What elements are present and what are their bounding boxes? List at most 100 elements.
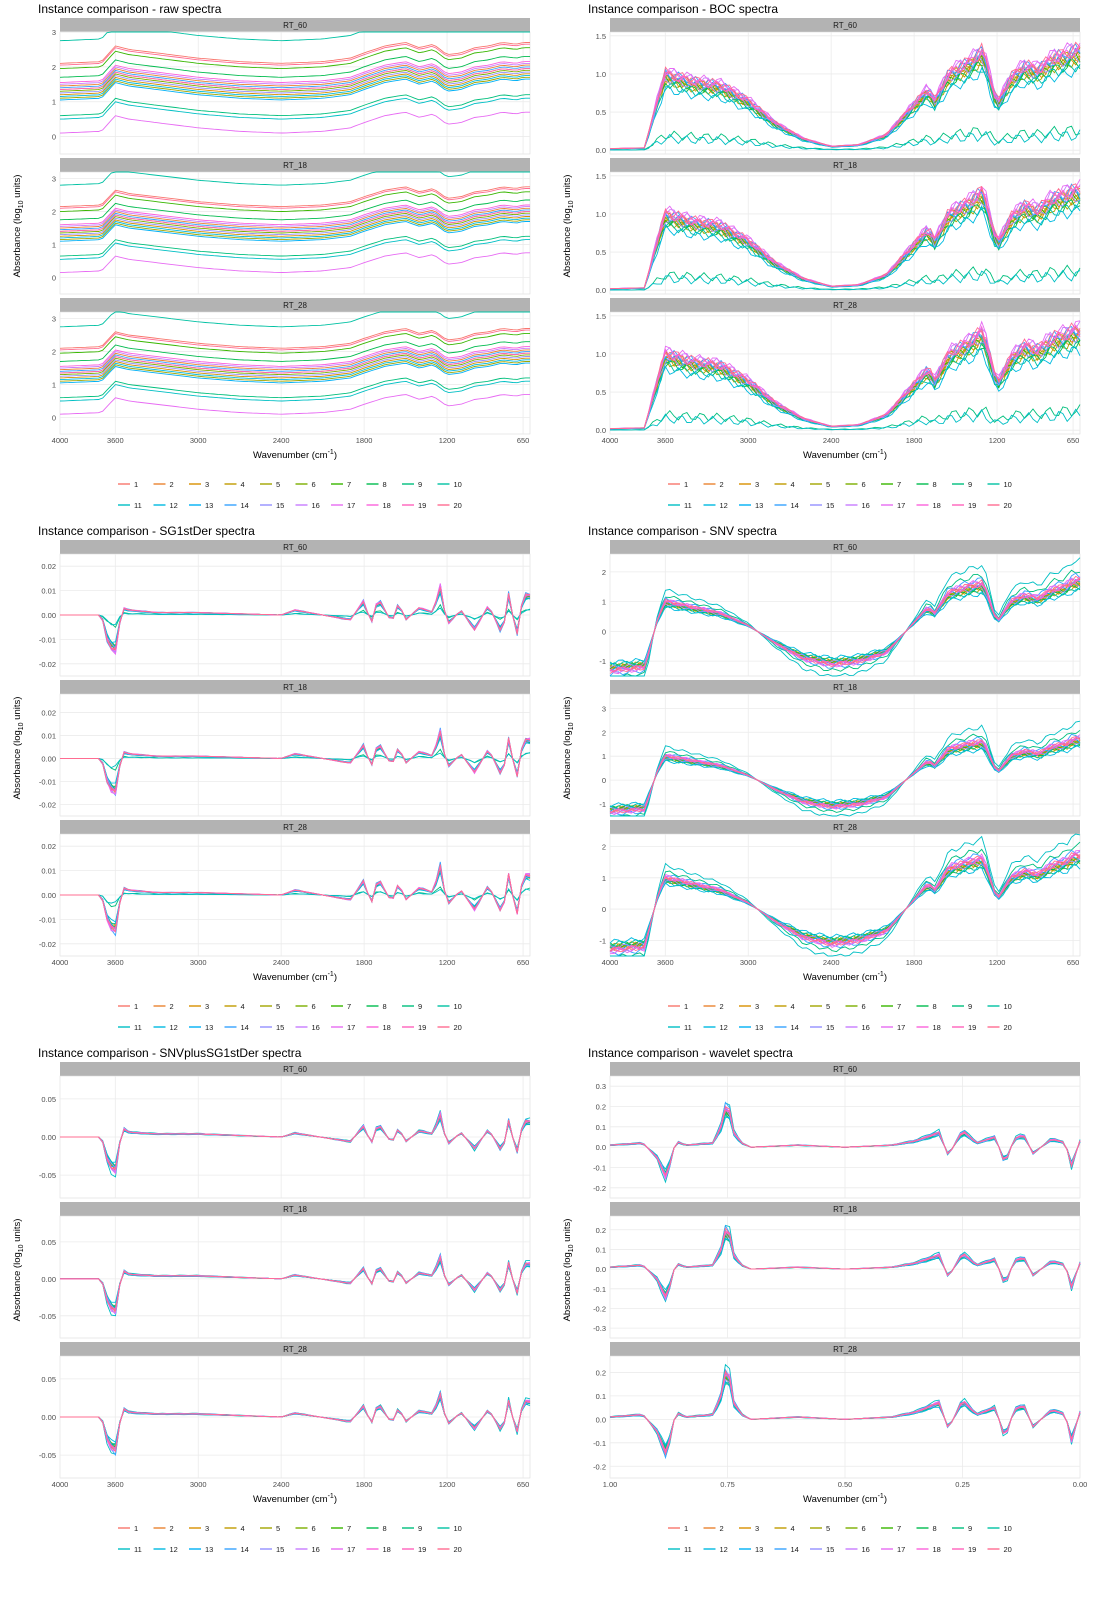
- legend-item-1: 1: [118, 1524, 138, 1533]
- legend-item-2: 2: [153, 480, 174, 489]
- legend-label: 13: [755, 501, 763, 510]
- legend-item-1: 1: [668, 480, 688, 489]
- y-tick-label: 0.3: [596, 1082, 606, 1091]
- legend-item-18: 18: [366, 1545, 391, 1554]
- legend-item-16: 16: [295, 501, 320, 510]
- legend-item-19: 19: [402, 1023, 426, 1032]
- chart-title: Instance comparison - SG1stDer spectra: [38, 524, 255, 538]
- legend-label: 13: [755, 1023, 763, 1032]
- x-tick-label: 650: [1067, 436, 1080, 445]
- legend-item-13: 13: [739, 1023, 763, 1032]
- legend-label: 3: [755, 480, 759, 489]
- x-tick-label: 3600: [107, 958, 124, 967]
- legend-item-11: 11: [118, 1545, 142, 1554]
- legend-item-7: 7: [331, 480, 351, 489]
- legend-item-20: 20: [437, 501, 462, 510]
- y-tick-label: 0.00: [41, 754, 56, 763]
- facet-RT_28: RT_28 0 1 2 3: [52, 298, 531, 435]
- legend-label: 9: [968, 1002, 972, 1011]
- legend-item-3: 3: [739, 1524, 759, 1533]
- series-line-2: [59, 349, 530, 371]
- x-tick-label: 2400: [273, 436, 290, 445]
- legend-item-12: 12: [153, 1545, 178, 1554]
- series-line-8: [59, 341, 530, 362]
- legend-item-8: 8: [916, 1524, 937, 1533]
- series-line-2: [59, 207, 530, 229]
- legend-label: 4: [791, 1002, 795, 1011]
- y-axis-label: Absorbance (log10 units): [12, 1219, 25, 1322]
- series-line-20: [609, 852, 1081, 953]
- series-line-18: [59, 61, 530, 83]
- legend-label: 18: [383, 501, 391, 510]
- legend-label: 16: [862, 1023, 870, 1032]
- x-tick-label: 1800: [906, 436, 923, 445]
- series-line-9: [59, 377, 530, 399]
- legend-item-1: 1: [668, 1524, 688, 1533]
- legend-label: 7: [347, 1524, 351, 1533]
- x-tick-label: 3000: [190, 436, 207, 445]
- series-line-20: [60, 1113, 531, 1170]
- facet-RT_18: RT_18 -0.05 0.00 0.05: [39, 1202, 531, 1339]
- y-tick-label: 1: [602, 752, 606, 761]
- series-line-11: [609, 129, 1081, 151]
- x-axis-label: Wavenumber (cm-1): [253, 449, 337, 461]
- y-tick-label: -0.2: [593, 1304, 606, 1313]
- series-line-20: [60, 864, 531, 933]
- x-tick-label: 0.75: [720, 1480, 735, 1489]
- legend-label: 14: [791, 1023, 799, 1032]
- y-tick-label: 0.01: [41, 867, 56, 876]
- legend-item-7: 7: [331, 1524, 351, 1533]
- legend-item-5: 5: [260, 480, 280, 489]
- legend-item-2: 2: [153, 1002, 174, 1011]
- legend-item-2: 2: [703, 480, 724, 489]
- facet-RT_28: RT_28 -0.05 0.00 0.05: [39, 1342, 531, 1479]
- series-line-11: [59, 97, 530, 120]
- legend-item-1: 1: [668, 1002, 688, 1011]
- y-tick-label: 1: [52, 241, 56, 250]
- series-line-12: [60, 736, 531, 784]
- y-tick-label: 0.2: [596, 1368, 606, 1377]
- legend-item-6: 6: [295, 1524, 316, 1533]
- y-tick-label: 0: [602, 905, 606, 914]
- series-line-12: [609, 863, 1081, 944]
- y-tick-label: -0.01: [39, 915, 56, 924]
- legend-label: 10: [1004, 1524, 1012, 1533]
- series-line-6: [59, 354, 530, 376]
- x-axis: 4000 3600 3000 2400 1800 1200 650: [52, 436, 530, 445]
- facet-label: RT_60: [833, 21, 857, 30]
- legend-label: 10: [454, 1524, 462, 1533]
- x-axis-label: Wavenumber (cm-1): [803, 1493, 887, 1505]
- series-line-17: [609, 179, 1081, 290]
- y-tick-label: -0.2: [593, 1184, 606, 1193]
- facet-RT_28: RT_28 -1 0 1 2: [599, 820, 1081, 957]
- legend-label: 13: [755, 1545, 763, 1554]
- legend-label: 17: [347, 1545, 355, 1554]
- legend-label: 3: [205, 1524, 209, 1533]
- facet-strip: [610, 298, 1080, 312]
- series-line-9: [610, 841, 1081, 957]
- y-tick-label: 2: [602, 843, 606, 852]
- x-tick-label: 3000: [740, 958, 757, 967]
- legend-label: 2: [170, 480, 174, 489]
- y-tick-label: 0: [52, 133, 56, 142]
- legend-label: 1: [684, 1002, 688, 1011]
- series-line-11: [610, 269, 1081, 291]
- series-line-20: [59, 43, 530, 66]
- y-tick-label: 0.00: [41, 1275, 56, 1284]
- y-tick-label: 0.1: [596, 1245, 606, 1254]
- legend-item-10: 10: [437, 1524, 462, 1533]
- y-tick-label: 0.00: [41, 1413, 56, 1422]
- legend-label: 4: [241, 1524, 245, 1533]
- legend-item-11: 11: [118, 501, 142, 510]
- series-line-6: [59, 212, 530, 234]
- legend-item-8: 8: [366, 1524, 387, 1533]
- y-tick-label: 3: [52, 28, 56, 37]
- facet-label: RT_60: [283, 21, 307, 30]
- legend-label: 5: [826, 480, 830, 489]
- legend-item-18: 18: [916, 1023, 941, 1032]
- x-tick-label: 4000: [602, 436, 619, 445]
- series-line-16: [59, 62, 530, 85]
- series-line-17: [59, 252, 530, 274]
- chart-svg: Instance comparison - SG1stDer spectra RT…: [12, 524, 531, 1032]
- y-tick-label: 0.2: [596, 1226, 606, 1235]
